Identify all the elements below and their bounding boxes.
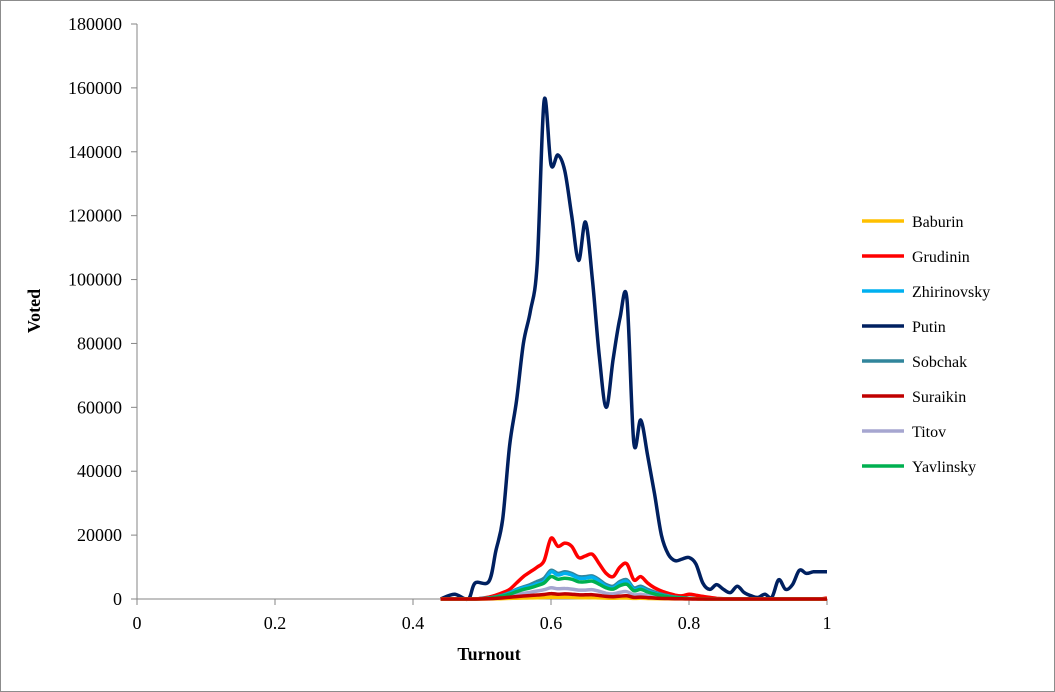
x-tick-label: 0.6: [540, 613, 563, 633]
series-line-putin: [439, 96, 827, 602]
legend-label-suraikin: Suraikin: [912, 389, 966, 406]
legend-label-putin: Putin: [912, 319, 946, 336]
y-tick-label: 20000: [77, 525, 122, 545]
x-axis-title: Turnout: [457, 644, 520, 664]
y-tick-label: 160000: [68, 78, 122, 98]
legend: Baburin Grudinin Zhirinovsky Putin Sobchak Su…: [862, 214, 990, 476]
legend-label-zhirinovsky: Zhirinovsky: [912, 284, 990, 301]
x-tick-label: 0.4: [402, 613, 425, 633]
legend-label-grudinin: Grudinin: [912, 249, 970, 266]
y-axis-title: Voted: [24, 289, 44, 333]
legend-label-yavlinsky: Yavlinsky: [912, 459, 976, 476]
y-tick-label: 60000: [77, 397, 122, 417]
ticks: 0 20000 40000 60000 80000 100000 120000 140000 1…: [68, 14, 832, 633]
legend-label-baburin: Baburin: [912, 214, 964, 231]
y-tick-label: 140000: [68, 142, 122, 162]
series-line-suraikin: [440, 591, 827, 601]
x-tick-label: 0.2: [264, 613, 287, 633]
x-tick-label: 1: [823, 613, 832, 633]
y-tick-label: 0: [113, 589, 122, 609]
x-tick-label: 0.8: [678, 613, 701, 633]
legend-label-titov: Titov: [912, 424, 946, 441]
legend-label-sobchak: Sobchak: [912, 354, 967, 371]
y-tick-label: 100000: [68, 270, 122, 290]
x-tick-label: 0: [133, 613, 142, 633]
y-tick-label: 80000: [77, 333, 122, 353]
y-tick-label: 120000: [68, 206, 122, 226]
axes: [136, 24, 827, 600]
series-lines: [439, 96, 828, 602]
y-tick-label: 180000: [68, 14, 122, 34]
y-tick-label: 40000: [77, 461, 122, 481]
